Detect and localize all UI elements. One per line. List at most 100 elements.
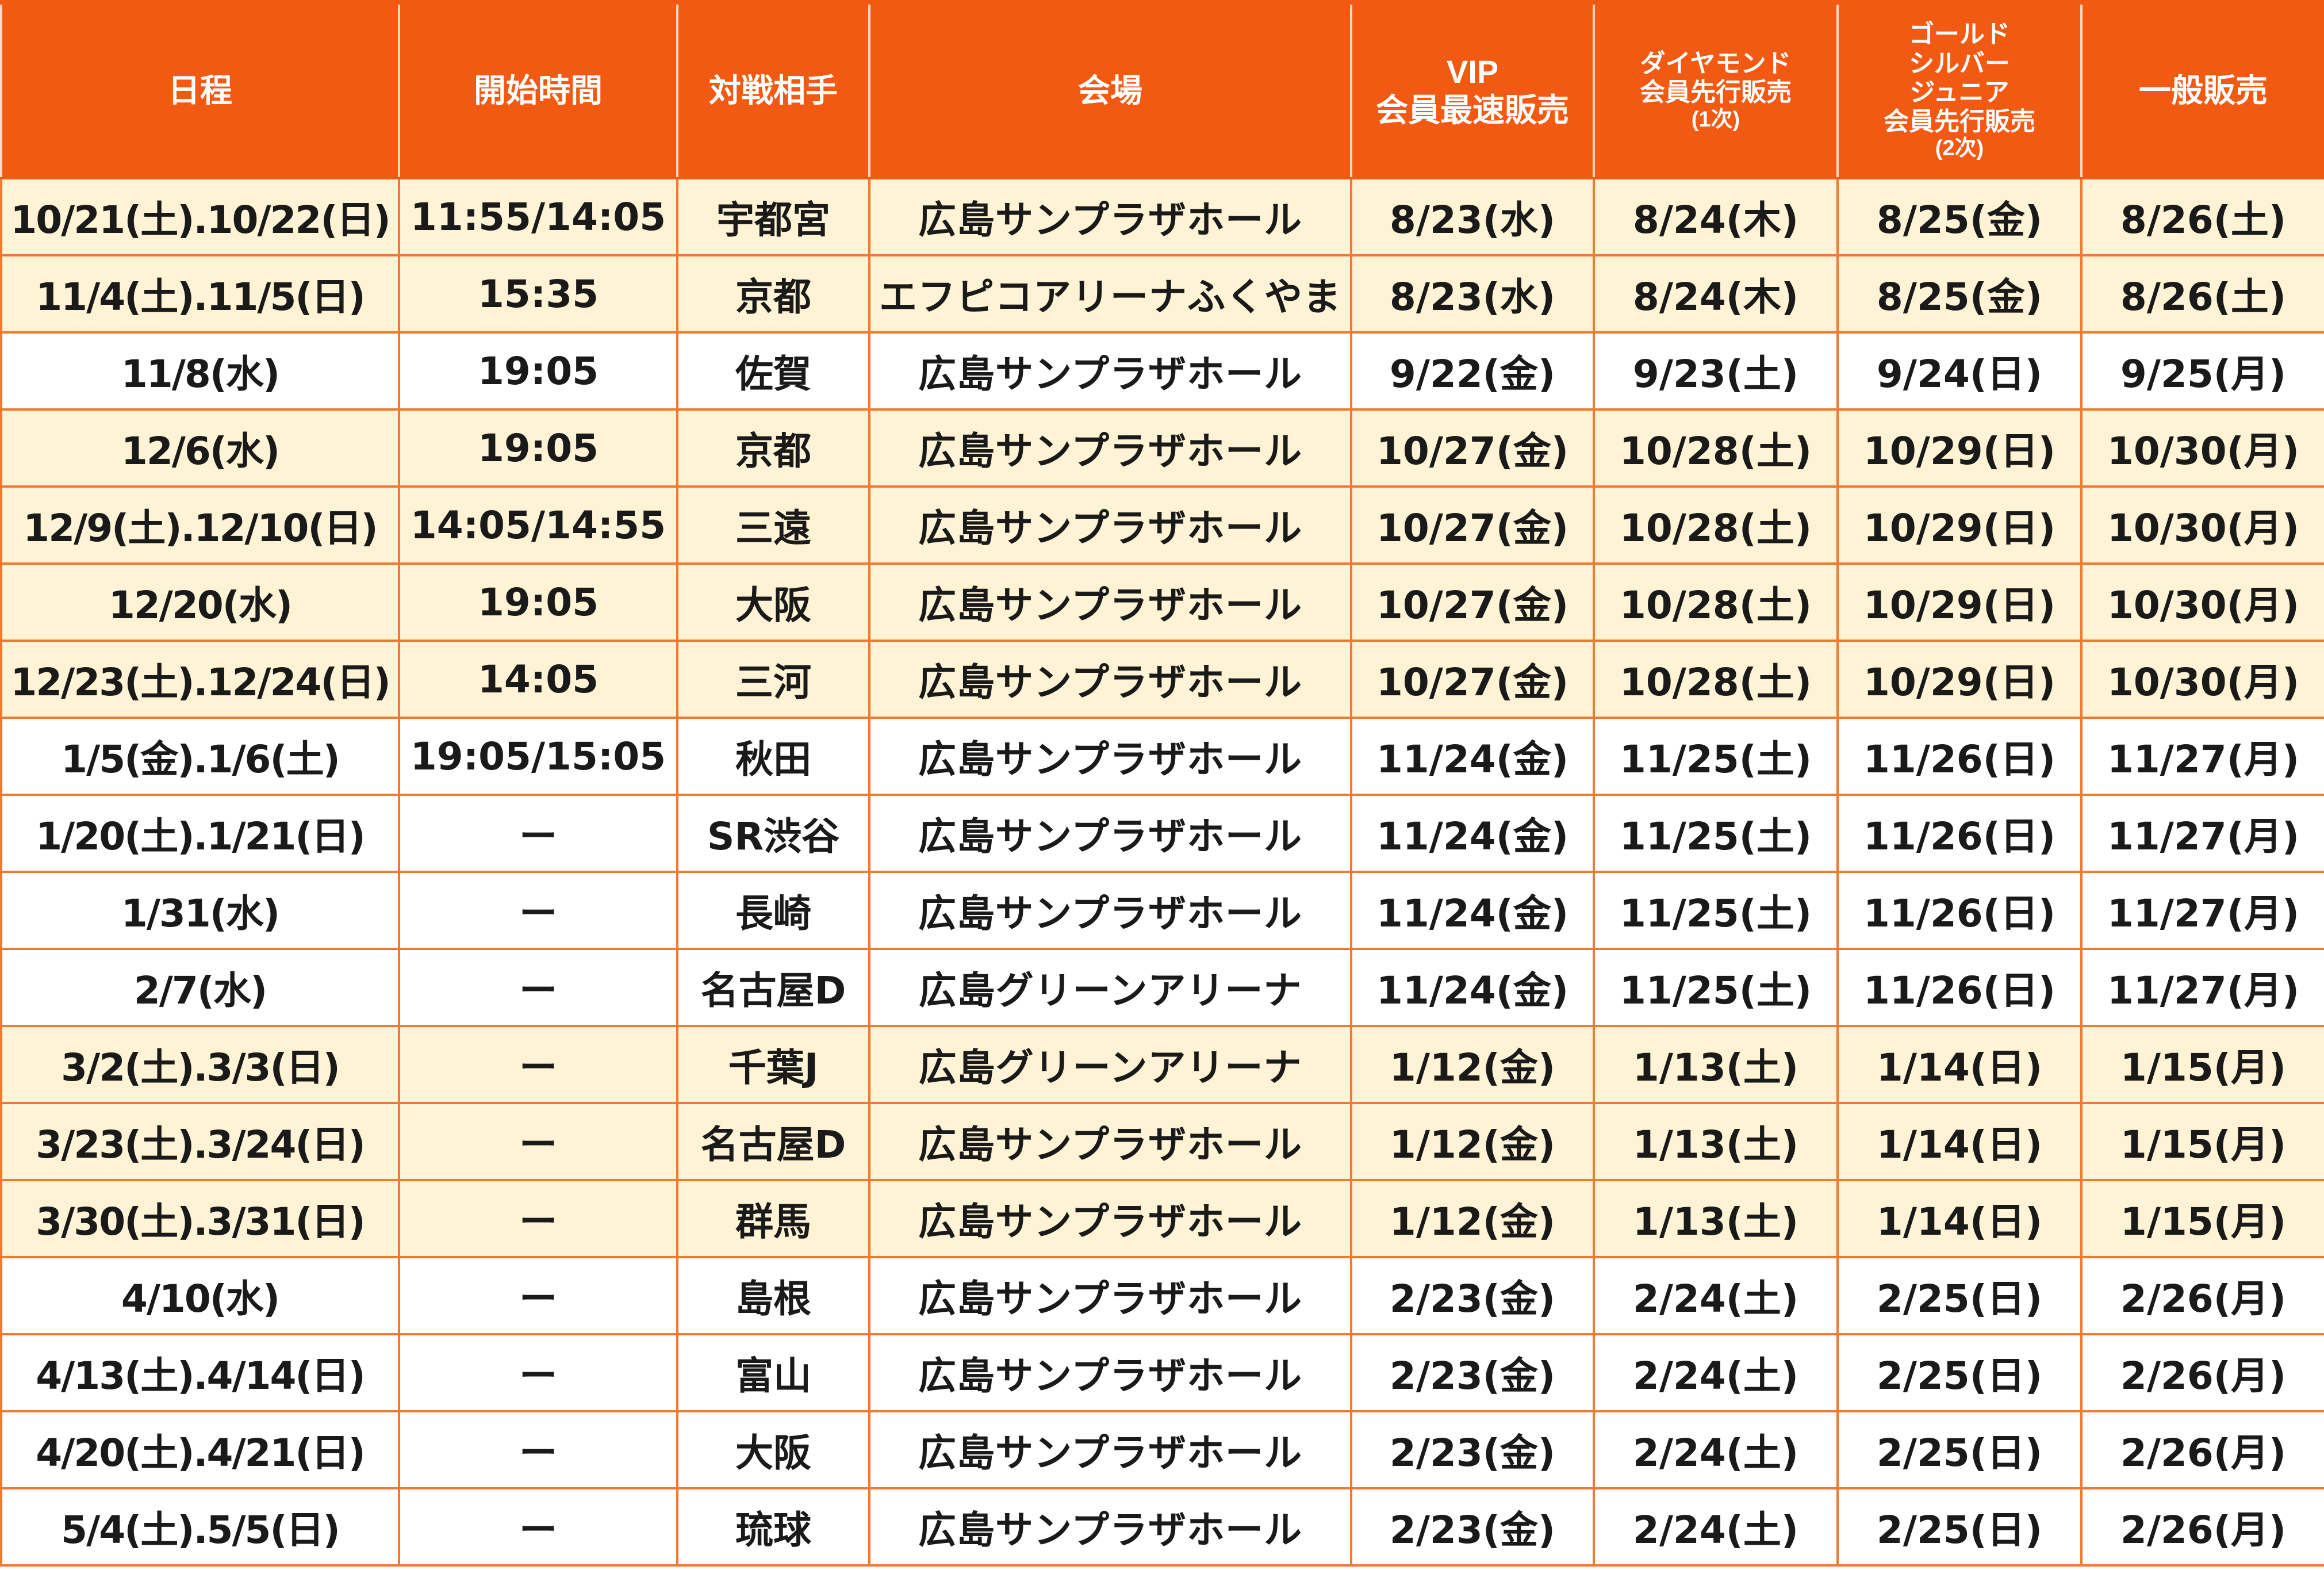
cell-start-time: 11:55/14:05 (398, 177, 678, 256)
cell-venue: 広島グリーンアリーナ (868, 1025, 1352, 1104)
cell-gold-sale: 9/24(日) (1836, 331, 2083, 411)
cell-date: 5/4(土).5/5(日) (0, 1487, 400, 1567)
cell-vip-sale: 11/24(金) (1350, 871, 1595, 950)
cell-gold-sale: 2/25(日) (1836, 1333, 2083, 1412)
header-general-sale: 一般販売 (2080, 0, 2324, 179)
cell-gold-sale: 10/29(日) (1836, 640, 2083, 719)
table-row: 4/13(土).4/14(日) ー富山 広島サンプラザホール 2/23(金) 2/24(… (0, 1333, 2324, 1412)
cell-vip-sale: 8/23(水) (1350, 177, 1595, 256)
cell-diamond-sale: 1/13(土) (1593, 1179, 1839, 1258)
header-diamond-line3: (1次) (1691, 107, 1740, 132)
cell-gold-sale: 11/26(日) (1836, 717, 2083, 796)
cell-diamond-sale: 1/13(土) (1593, 1025, 1839, 1104)
cell-opponent: 名古屋D (676, 1102, 870, 1181)
cell-general-sale: 11/27(月) (2080, 948, 2324, 1027)
cell-vip-sale: 10/27(金) (1350, 640, 1595, 719)
cell-venue: 広島サンプラザホール (868, 1256, 1352, 1335)
cell-diamond-sale: 10/28(土) (1593, 485, 1839, 565)
cell-general-sale: 2/26(月) (2080, 1410, 2324, 1489)
cell-gold-sale: 11/26(日) (1836, 948, 2083, 1027)
cell-opponent: 千葉J (676, 1025, 870, 1104)
cell-diamond-sale: 11/25(土) (1593, 794, 1839, 873)
cell-date: 4/20(土).4/21(日) (0, 1410, 400, 1489)
cell-start-time: ー (398, 1333, 678, 1412)
table-row: 1/20(土).1/21(日) ー SR渋谷 広島サンプラザホール 11/24(金) 11… (0, 794, 2324, 873)
cell-date: 3/23(土).3/24(日) (0, 1102, 400, 1181)
cell-general-sale: 9/25(月) (2080, 331, 2324, 411)
cell-diamond-sale: 8/24(木) (1593, 177, 1839, 256)
table-row: 1/31(水) ー長崎 広島サンプラザホール 11/24(金) 11/25(土) 11/2… (0, 871, 2324, 950)
header-venue: 会場 (868, 0, 1352, 179)
cell-gold-sale: 10/29(日) (1836, 408, 2083, 488)
table-row: 2/7(水) ー名古屋D 広島グリーンアリーナ 11/24(金) 11/25(土) 11/… (0, 948, 2324, 1027)
cell-opponent: 群馬 (676, 1179, 870, 1258)
cell-vip-sale: 10/27(金) (1350, 408, 1595, 488)
cell-general-sale: 8/26(土) (2080, 177, 2324, 256)
cell-start-time: ー (398, 794, 678, 873)
cell-venue: 広島サンプラザホール (868, 1102, 1352, 1181)
cell-start-time: ー (398, 1102, 678, 1181)
cell-general-sale: 10/30(月) (2080, 640, 2324, 719)
cell-opponent: 琉球 (676, 1487, 870, 1567)
cell-date: 10/21(土).10/22(日) (0, 177, 400, 256)
cell-gold-sale: 10/29(日) (1836, 562, 2083, 642)
cell-general-sale: 2/26(月) (2080, 1256, 2324, 1335)
table-row: 12/23(土).12/24(日) 14:05 三河 広島サンプラザホール 10/27(… (0, 640, 2324, 719)
cell-vip-sale: 2/23(金) (1350, 1333, 1595, 1412)
cell-opponent: SR渋谷 (676, 794, 870, 873)
table-row: 4/10(水) ー島根 広島サンプラザホール 2/23(金) 2/24(土) 2/25(日… (0, 1256, 2324, 1335)
cell-general-sale: 10/30(月) (2080, 408, 2324, 488)
cell-date: 4/13(土).4/14(日) (0, 1333, 400, 1412)
cell-general-sale: 1/15(月) (2080, 1025, 2324, 1104)
cell-diamond-sale: 2/24(土) (1593, 1487, 1839, 1567)
cell-gold-sale: 2/25(日) (1836, 1256, 2083, 1335)
cell-date: 2/7(水) (0, 948, 400, 1027)
cell-vip-sale: 10/27(金) (1350, 485, 1595, 565)
table-header-row: 日程 開始時間 対戦相手 会場 VIP 会員最速販売 ダイヤモンド 会員先行販売… (0, 0, 2324, 179)
header-gold-sale: ゴールド シルバー ジュニア 会員先行販売 (2次) (1836, 0, 2083, 179)
cell-general-sale: 10/30(月) (2080, 562, 2324, 642)
cell-diamond-sale: 10/28(土) (1593, 640, 1839, 719)
cell-opponent: 京都 (676, 408, 870, 488)
cell-gold-sale: 1/14(日) (1836, 1179, 2083, 1258)
cell-gold-sale: 10/29(日) (1836, 485, 2083, 565)
cell-vip-sale: 2/23(金) (1350, 1256, 1595, 1335)
header-diamond-sale: ダイヤモンド 会員先行販売 (1次) (1593, 0, 1839, 179)
cell-diamond-sale: 2/24(土) (1593, 1256, 1839, 1335)
cell-date: 1/5(金).1/6(土) (0, 717, 400, 796)
header-gold-line2: シルバー (1909, 49, 2010, 78)
cell-date: 1/31(水) (0, 871, 400, 950)
cell-start-time: ー (398, 948, 678, 1027)
cell-gold-sale: 1/14(日) (1836, 1025, 2083, 1104)
cell-general-sale: 8/26(土) (2080, 254, 2324, 334)
cell-venue: 広島サンプラザホール (868, 1179, 1352, 1258)
cell-gold-sale: 8/25(金) (1836, 254, 2083, 334)
cell-venue: 広島サンプラザホール (868, 1487, 1352, 1567)
cell-opponent: 秋田 (676, 717, 870, 796)
cell-date: 12/20(水) (0, 562, 400, 642)
header-vip-sale: VIP 会員最速販売 (1350, 0, 1595, 179)
header-gold-line3: ジュニア (1909, 78, 2009, 107)
cell-vip-sale: 1/12(金) (1350, 1102, 1595, 1181)
cell-vip-sale: 11/24(金) (1350, 717, 1595, 796)
cell-venue: 広島サンプラザホール (868, 562, 1352, 642)
cell-date: 12/9(土).12/10(日) (0, 485, 400, 565)
cell-start-time: ー (398, 1256, 678, 1335)
cell-opponent: 大阪 (676, 562, 870, 642)
cell-vip-sale: 8/23(水) (1350, 254, 1595, 334)
cell-start-time: 19:05/15:05 (398, 717, 678, 796)
cell-general-sale: 2/26(月) (2080, 1333, 2324, 1412)
cell-diamond-sale: 9/23(土) (1593, 331, 1839, 411)
cell-venue: エフピコアリーナふくやま (868, 254, 1352, 334)
cell-general-sale: 2/26(月) (2080, 1487, 2324, 1567)
header-diamond-line1: ダイヤモンド (1640, 49, 1792, 78)
cell-general-sale: 11/27(月) (2080, 717, 2324, 796)
cell-vip-sale: 11/24(金) (1350, 794, 1595, 873)
cell-venue: 広島サンプラザホール (868, 177, 1352, 256)
cell-start-time: 19:05 (398, 331, 678, 411)
cell-gold-sale: 1/14(日) (1836, 1102, 2083, 1181)
cell-vip-sale: 9/22(金) (1350, 331, 1595, 411)
cell-venue: 広島サンプラザホール (868, 1333, 1352, 1412)
cell-opponent: 名古屋D (676, 948, 870, 1027)
